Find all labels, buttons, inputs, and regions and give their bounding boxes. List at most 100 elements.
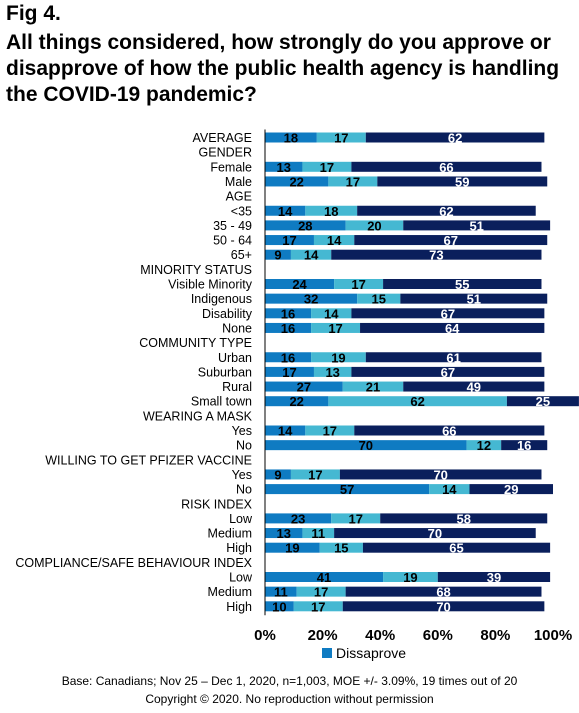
bar-segment-neither [290,469,340,480]
data-label-neither: 14 [304,248,319,263]
bar-segment-disapprove [265,308,312,319]
data-label-neither: 17 [351,277,365,292]
data-label-neither: 15 [372,292,386,307]
bar-segment-approve [469,484,553,495]
data-label-disapprove: 9 [274,467,281,482]
bar-segment-approve [400,293,548,304]
bar-segment-disapprove [265,542,320,553]
bar-segment-neither [319,542,363,553]
row-label: Medium [208,527,252,541]
x-tick-label: 20% [308,627,338,644]
category-header: AGE [226,190,252,204]
data-label-neither: 14 [324,306,339,321]
bar-segment-disapprove [265,220,346,231]
category-header: COMPLIANCE/SAFE BEHAVIOUR INDEX [15,556,252,570]
row-label: Rural [222,380,252,394]
bar-segment-approve [345,586,542,597]
data-label-disapprove: 41 [317,570,331,585]
data-label-approve: 70 [428,526,442,541]
data-label-neither: 17 [311,599,325,614]
bar-segment-approve [501,440,548,451]
bar-segment-disapprove [265,249,291,260]
bar-segment-neither [296,586,346,597]
bar-segment-disapprove [265,205,306,216]
data-label-disapprove: 22 [289,394,303,409]
category-header: WILLING TO GET PFIZER VACCINE [45,453,252,467]
bar-segment-approve [331,249,542,260]
legend-label-disapprove: Dissaprove [336,645,407,661]
figure-label: Fig 4. [6,2,61,25]
data-label-neither: 17 [314,585,328,600]
bar-segment-approve [360,322,545,333]
bar-segment-disapprove [265,572,384,582]
chart-title: All things considered, how strongly do y… [6,31,560,106]
bar-segment-approve [377,176,548,187]
data-label-disapprove: 70 [359,438,373,453]
row-label: 50 - 64 [213,234,252,248]
data-label-approve: 16 [517,438,531,453]
row-label: Female [210,160,252,174]
data-label-neither: 17 [320,160,334,175]
bar-segment-neither [313,366,352,377]
row-label: No [236,439,252,453]
data-label-disapprove: 32 [304,292,318,307]
bar-segment-neither [466,440,502,451]
bar-segment-disapprove [265,293,358,304]
data-label-disapprove: 17 [282,233,296,248]
data-label-approve: 59 [455,174,469,189]
data-label-disapprove: 11 [274,585,288,600]
bar-segment-neither [290,249,332,260]
bar-segment-neither [331,513,381,524]
data-label-neither: 20 [367,218,381,233]
data-label-approve: 70 [436,599,450,614]
bar-segment-disapprove [265,469,291,480]
bar-segment-disapprove [265,440,467,451]
bar-segment-neither [429,484,470,495]
bar-segment-disapprove [265,586,297,597]
data-label-disapprove: 23 [291,511,305,526]
data-label-disapprove: 18 [284,131,298,146]
row-label: Yes [232,468,252,482]
row-label: None [222,321,252,335]
bar-segment-neither [345,220,404,231]
bar-segment-disapprove [265,366,314,377]
data-label-approve: 67 [444,233,458,248]
bar-segment-disapprove [265,161,303,172]
bar-segment-disapprove [265,425,306,436]
data-label-disapprove: 17 [282,365,296,380]
x-tick-label: 80% [480,627,510,644]
bar-segment-disapprove [265,176,329,187]
data-label-neither: 62 [410,394,424,409]
data-label-approve: 62 [448,131,462,146]
bar-segment-disapprove [265,513,332,524]
bar-segment-neither [342,381,404,392]
data-label-disapprove: 16 [281,350,295,365]
data-label-disapprove: 24 [292,277,307,292]
data-label-approve: 25 [536,394,550,409]
row-label: Disability [202,307,253,321]
bar-segment-approve [351,366,545,377]
data-label-disapprove: 9 [274,248,281,263]
data-label-neither: 13 [325,365,339,380]
bar-segment-neither [302,161,352,172]
data-label-approve: 55 [455,277,469,292]
data-label-approve: 49 [467,380,481,395]
data-label-neither: 14 [442,482,457,497]
data-label-disapprove: 19 [285,541,299,556]
data-label-disapprove: 14 [278,204,293,219]
bar-segment-neither [334,279,384,289]
data-label-neither: 17 [348,511,362,526]
data-label-disapprove: 16 [281,306,295,321]
row-label: Male [225,175,252,189]
category-header: COMMUNITY TYPE [139,336,252,350]
bar-segment-neither [328,176,378,187]
row-label: 65+ [231,248,252,262]
bar-segment-approve [380,513,548,524]
bar-segment-approve [351,161,542,172]
bar-segment-approve [354,425,545,436]
data-label-disapprove: 28 [298,218,312,233]
data-label-approve: 64 [445,321,460,336]
data-label-neither: 19 [403,570,417,585]
bar-segment-neither [383,572,438,582]
bar-segment-approve [339,469,542,480]
